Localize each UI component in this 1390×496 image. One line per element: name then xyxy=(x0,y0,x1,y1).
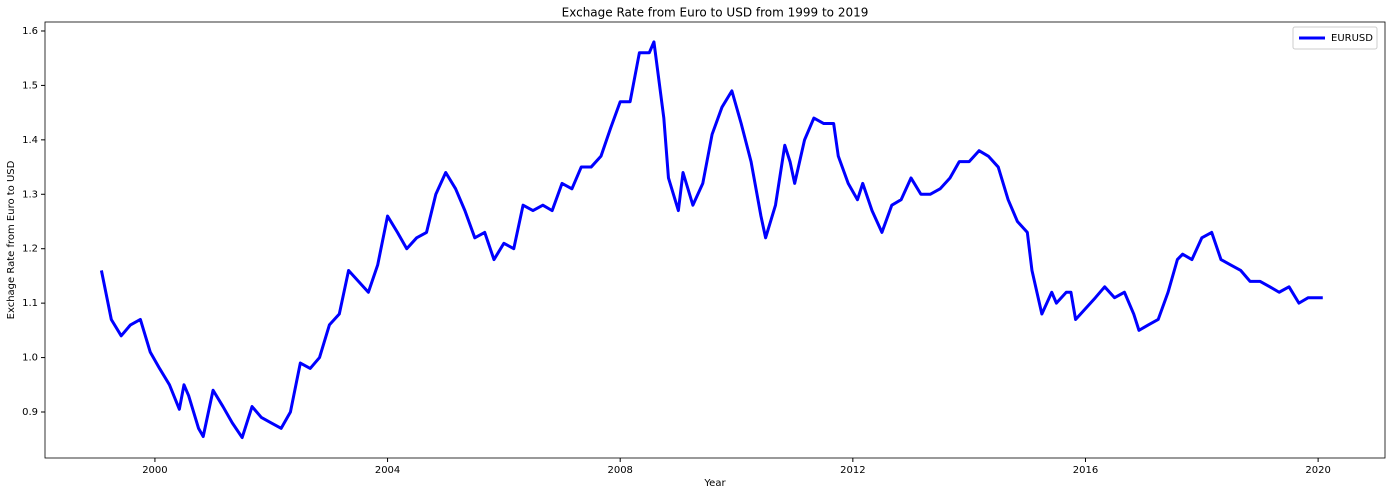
legend-label: EURUSD xyxy=(1331,33,1373,44)
y-tick-label: 1.6 xyxy=(22,26,38,37)
x-tick-label: 2008 xyxy=(607,465,632,476)
y-tick-label: 1.3 xyxy=(22,189,38,200)
x-tick-label: 2016 xyxy=(1073,465,1098,476)
y-tick-label: 0.9 xyxy=(22,407,38,418)
y-tick-label: 1.5 xyxy=(22,80,38,91)
legend-box xyxy=(1292,26,1378,50)
y-tick-label: 1.0 xyxy=(22,353,38,364)
y-tick-label: 1.1 xyxy=(22,298,38,309)
y-tick-label: 1.2 xyxy=(22,244,38,255)
x-tick-label: 2000 xyxy=(142,465,167,476)
y-tick-label: 1.4 xyxy=(22,135,38,146)
x-axis-label: Year xyxy=(703,478,726,489)
x-tick-label: 2004 xyxy=(375,465,400,476)
x-tick-label: 2020 xyxy=(1305,465,1330,476)
data-line xyxy=(99,40,1323,440)
x-tick-label: 2012 xyxy=(840,465,865,476)
plot-frame xyxy=(44,21,1386,459)
chart-title: Exchage Rate from Euro to USD from 1999 … xyxy=(562,6,869,20)
y-axis-label: Exchage Rate from Euro to USD xyxy=(6,160,17,319)
